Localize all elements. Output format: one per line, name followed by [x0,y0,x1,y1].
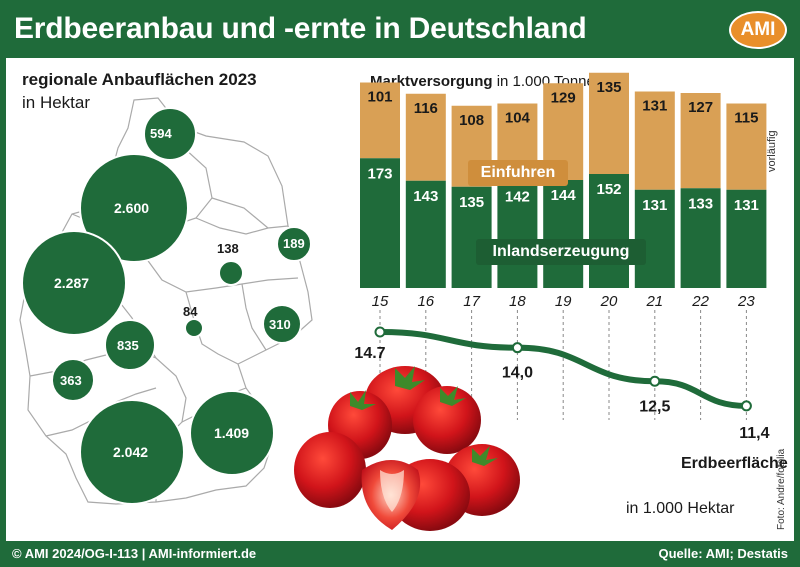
bubble-thueringen [184,318,204,338]
bubble-bayern [189,390,275,476]
label-rheinland-pfalz: 363 [60,373,82,388]
tick-label-15: 15 [372,293,389,310]
value-imports-19: 129 [551,89,576,106]
bubble-schleswig-holstein [143,107,197,161]
bar-domestic-21 [634,189,675,288]
bar-domestic-22 [680,188,721,288]
bubble-brandenburg [276,226,312,262]
bar-imports-21 [634,91,675,190]
bubble-rheinland-pfalz [51,358,95,402]
copyright-text: © AMI 2024/OG-I-113 | AMI-informiert.de [12,546,257,561]
value-imports-20: 135 [596,79,621,96]
value-domestic-22: 133 [688,195,713,212]
source-text: Quelle: AMI; Destatis [658,546,788,561]
tick-label-19: 19 [555,293,572,310]
line-point-23 [740,400,752,412]
label-sachsen-anhalt: 138 [217,241,239,256]
bar-imports-15 [360,82,400,159]
label-schleswig-holstein: 594 [150,126,172,141]
bubble-hessen [104,319,156,371]
value-imports-23: 115 [734,110,758,127]
value-domestic-15: 173 [367,165,392,182]
value-domestic-17: 135 [459,194,484,211]
bubble-niedersachsen [79,153,189,263]
tick-label-18: 18 [509,293,526,310]
strawberry-pile [294,366,520,531]
label-thueringen: 84 [183,304,198,319]
label-niedersachsen: 2.600 [114,200,150,216]
bar-domestic-16 [405,180,446,288]
value-imports-22: 127 [688,99,713,116]
line-label-21: 12,5 [639,398,670,415]
bar-imports-23 [726,103,767,190]
tick-label-16: 16 [417,293,434,310]
value-imports-16: 116 [414,100,438,117]
photo-credit: Foto: Andre/fotolia [776,448,787,530]
bar-domestic-17 [451,186,492,288]
value-domestic-16: 143 [413,188,438,205]
bar-domestic-18 [497,181,538,288]
label-sachsen: 310 [269,317,291,332]
state-border-2 [195,217,289,235]
value-domestic-21: 131 [642,197,667,214]
bar-chart-title: Marktversorgung [370,73,493,90]
legend-imports: Einfuhren [468,160,568,186]
footer-bar: © AMI 2024/OG-I-113 | AMI-informiert.de … [0,541,800,567]
ami-logo: AMI [729,11,787,49]
tick-label-23: 23 [737,293,755,310]
bar-domestic-15 [360,158,400,288]
value-imports-15: 101 [367,89,392,106]
state-border-3 [211,197,269,229]
line-label-15: 14.7 [354,345,385,362]
bar-imports-22 [680,93,721,189]
bar-domestic-23 [726,189,767,288]
label-hessen: 835 [117,338,139,353]
state-border-7 [241,283,267,351]
state-border-6 [185,291,239,365]
bar-domestic-20 [589,174,629,288]
bubble-baden-wuerttemberg [79,399,185,505]
bar-domestic-19 [543,180,584,288]
state-border-5 [133,233,299,293]
value-domestic-20: 152 [596,181,621,198]
value-imports-18: 104 [505,110,531,127]
map-unit: in Hektar [22,93,91,112]
bubble-nordrhein-westfalen [21,230,127,336]
line-chart-title: Erdbeerfläche [681,455,788,472]
value-imports-21: 131 [642,98,667,115]
tick-label-21: 21 [645,293,663,310]
line-point-15 [374,326,386,338]
germany-map [19,97,313,505]
line-label-18: 14,0 [502,365,533,382]
bar-imports-16 [405,93,446,181]
bar-imports-20 [589,72,629,174]
line-point-18 [511,342,523,354]
value-domestic-23: 131 [734,197,759,214]
line-chart-unit: in 1.000 Hektar [626,500,735,517]
line-label-23: 11,4 [739,425,769,442]
map-title: regionale Anbauflächen 2023 [22,70,257,89]
bubble-sachsen-anhalt [218,260,244,286]
legend-domestic: Inlandserzeugung [476,239,646,265]
tick-label-20: 20 [600,293,618,310]
value-domestic-18: 142 [505,189,530,206]
tick-label-22: 22 [691,293,709,310]
label-brandenburg: 189 [283,236,305,251]
bubble-sachsen [262,304,302,344]
label-bayern: 1.409 [214,425,250,441]
header-bar: Erdbeeranbau und -ernte in Deutschland A… [0,0,800,58]
tick-label-17: 17 [463,293,480,310]
value-domestic-19: 144 [551,187,577,204]
label-baden-wuerttemberg: 2.042 [113,444,149,460]
label-nordrhein-westfalen: 2.287 [54,275,90,291]
line-point-21 [649,375,661,387]
value-imports-17: 108 [459,112,484,129]
page-title: Erdbeeranbau und -ernte in Deutschland [14,12,587,45]
line-series-erdbeerflaeche [377,329,750,409]
